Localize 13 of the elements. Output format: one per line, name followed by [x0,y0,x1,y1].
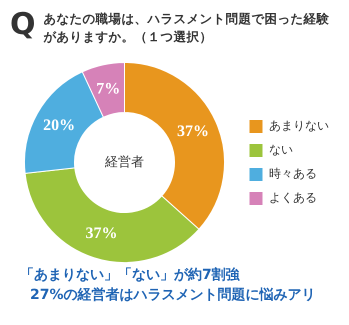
text: 27%の経営者はハラスメント問題に悩みアリ [29,286,317,305]
legend-label: よくある [269,190,317,205]
text: Q [10,7,36,42]
text: 「あまりない」「ない」が約7割強 [19,266,241,285]
legend-label: ない [269,142,293,157]
data-label: 37% [176,123,209,140]
legend-label: 時々ある [269,166,317,181]
text: 経営者 [104,154,144,170]
chart-title: あなたの職場は、ハラスメント問題で困った経験がありますか。（１つ選択） [44,10,331,46]
data-label: 37% [86,225,118,242]
data-label: 7% [96,80,120,98]
data-label: 20% [43,116,76,134]
legend-label: あまりない [269,118,329,133]
